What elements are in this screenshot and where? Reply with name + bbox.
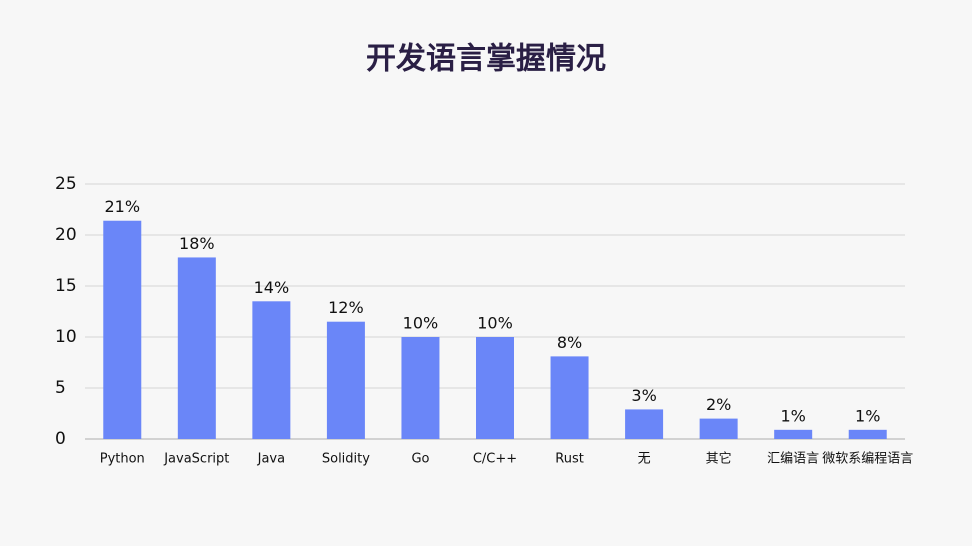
value-label: 10% xyxy=(403,314,439,333)
y-tick-label: 0 xyxy=(55,429,66,449)
value-label: 1% xyxy=(855,406,880,425)
value-label: 14% xyxy=(254,278,290,297)
bar xyxy=(848,429,887,439)
x-tick-label: Python xyxy=(100,452,145,467)
x-tick-label: Rust xyxy=(555,452,584,467)
x-tick-label: Go xyxy=(411,452,429,467)
x-tick-label: 汇编语言 xyxy=(767,452,819,467)
bar xyxy=(401,337,440,439)
y-tick-label: 10 xyxy=(55,327,77,347)
y-tick-label: 5 xyxy=(55,378,66,398)
value-label: 21% xyxy=(104,197,140,216)
value-label: 8% xyxy=(557,333,582,352)
value-label: 2% xyxy=(706,395,731,414)
bar xyxy=(476,337,514,439)
value-label: 10% xyxy=(477,314,513,333)
y-tick-label: 20 xyxy=(55,225,77,245)
x-tick-label: JavaScript xyxy=(163,452,229,467)
x-tick-label: 微软系编程语言 xyxy=(822,452,913,467)
x-tick-label: Java xyxy=(257,452,285,467)
bar xyxy=(326,321,365,439)
value-label: 18% xyxy=(179,234,215,253)
bar xyxy=(550,356,589,439)
value-label: 3% xyxy=(631,386,656,405)
value-label: 12% xyxy=(328,298,364,317)
bar xyxy=(699,418,738,439)
x-tick-label: 无 xyxy=(638,452,651,467)
bar xyxy=(177,257,216,439)
bar xyxy=(625,409,664,439)
x-tick-label: C/C++ xyxy=(473,452,517,467)
value-label: 1% xyxy=(780,406,805,425)
bar xyxy=(774,429,813,439)
chart-title: 开发语言掌握情况 xyxy=(366,42,606,77)
y-tick-label: 15 xyxy=(55,276,77,296)
bar xyxy=(103,220,142,439)
y-tick-label: 25 xyxy=(55,174,77,194)
x-tick-label: Solidity xyxy=(322,452,370,467)
bar xyxy=(252,301,291,439)
x-tick-label: 其它 xyxy=(706,451,732,467)
